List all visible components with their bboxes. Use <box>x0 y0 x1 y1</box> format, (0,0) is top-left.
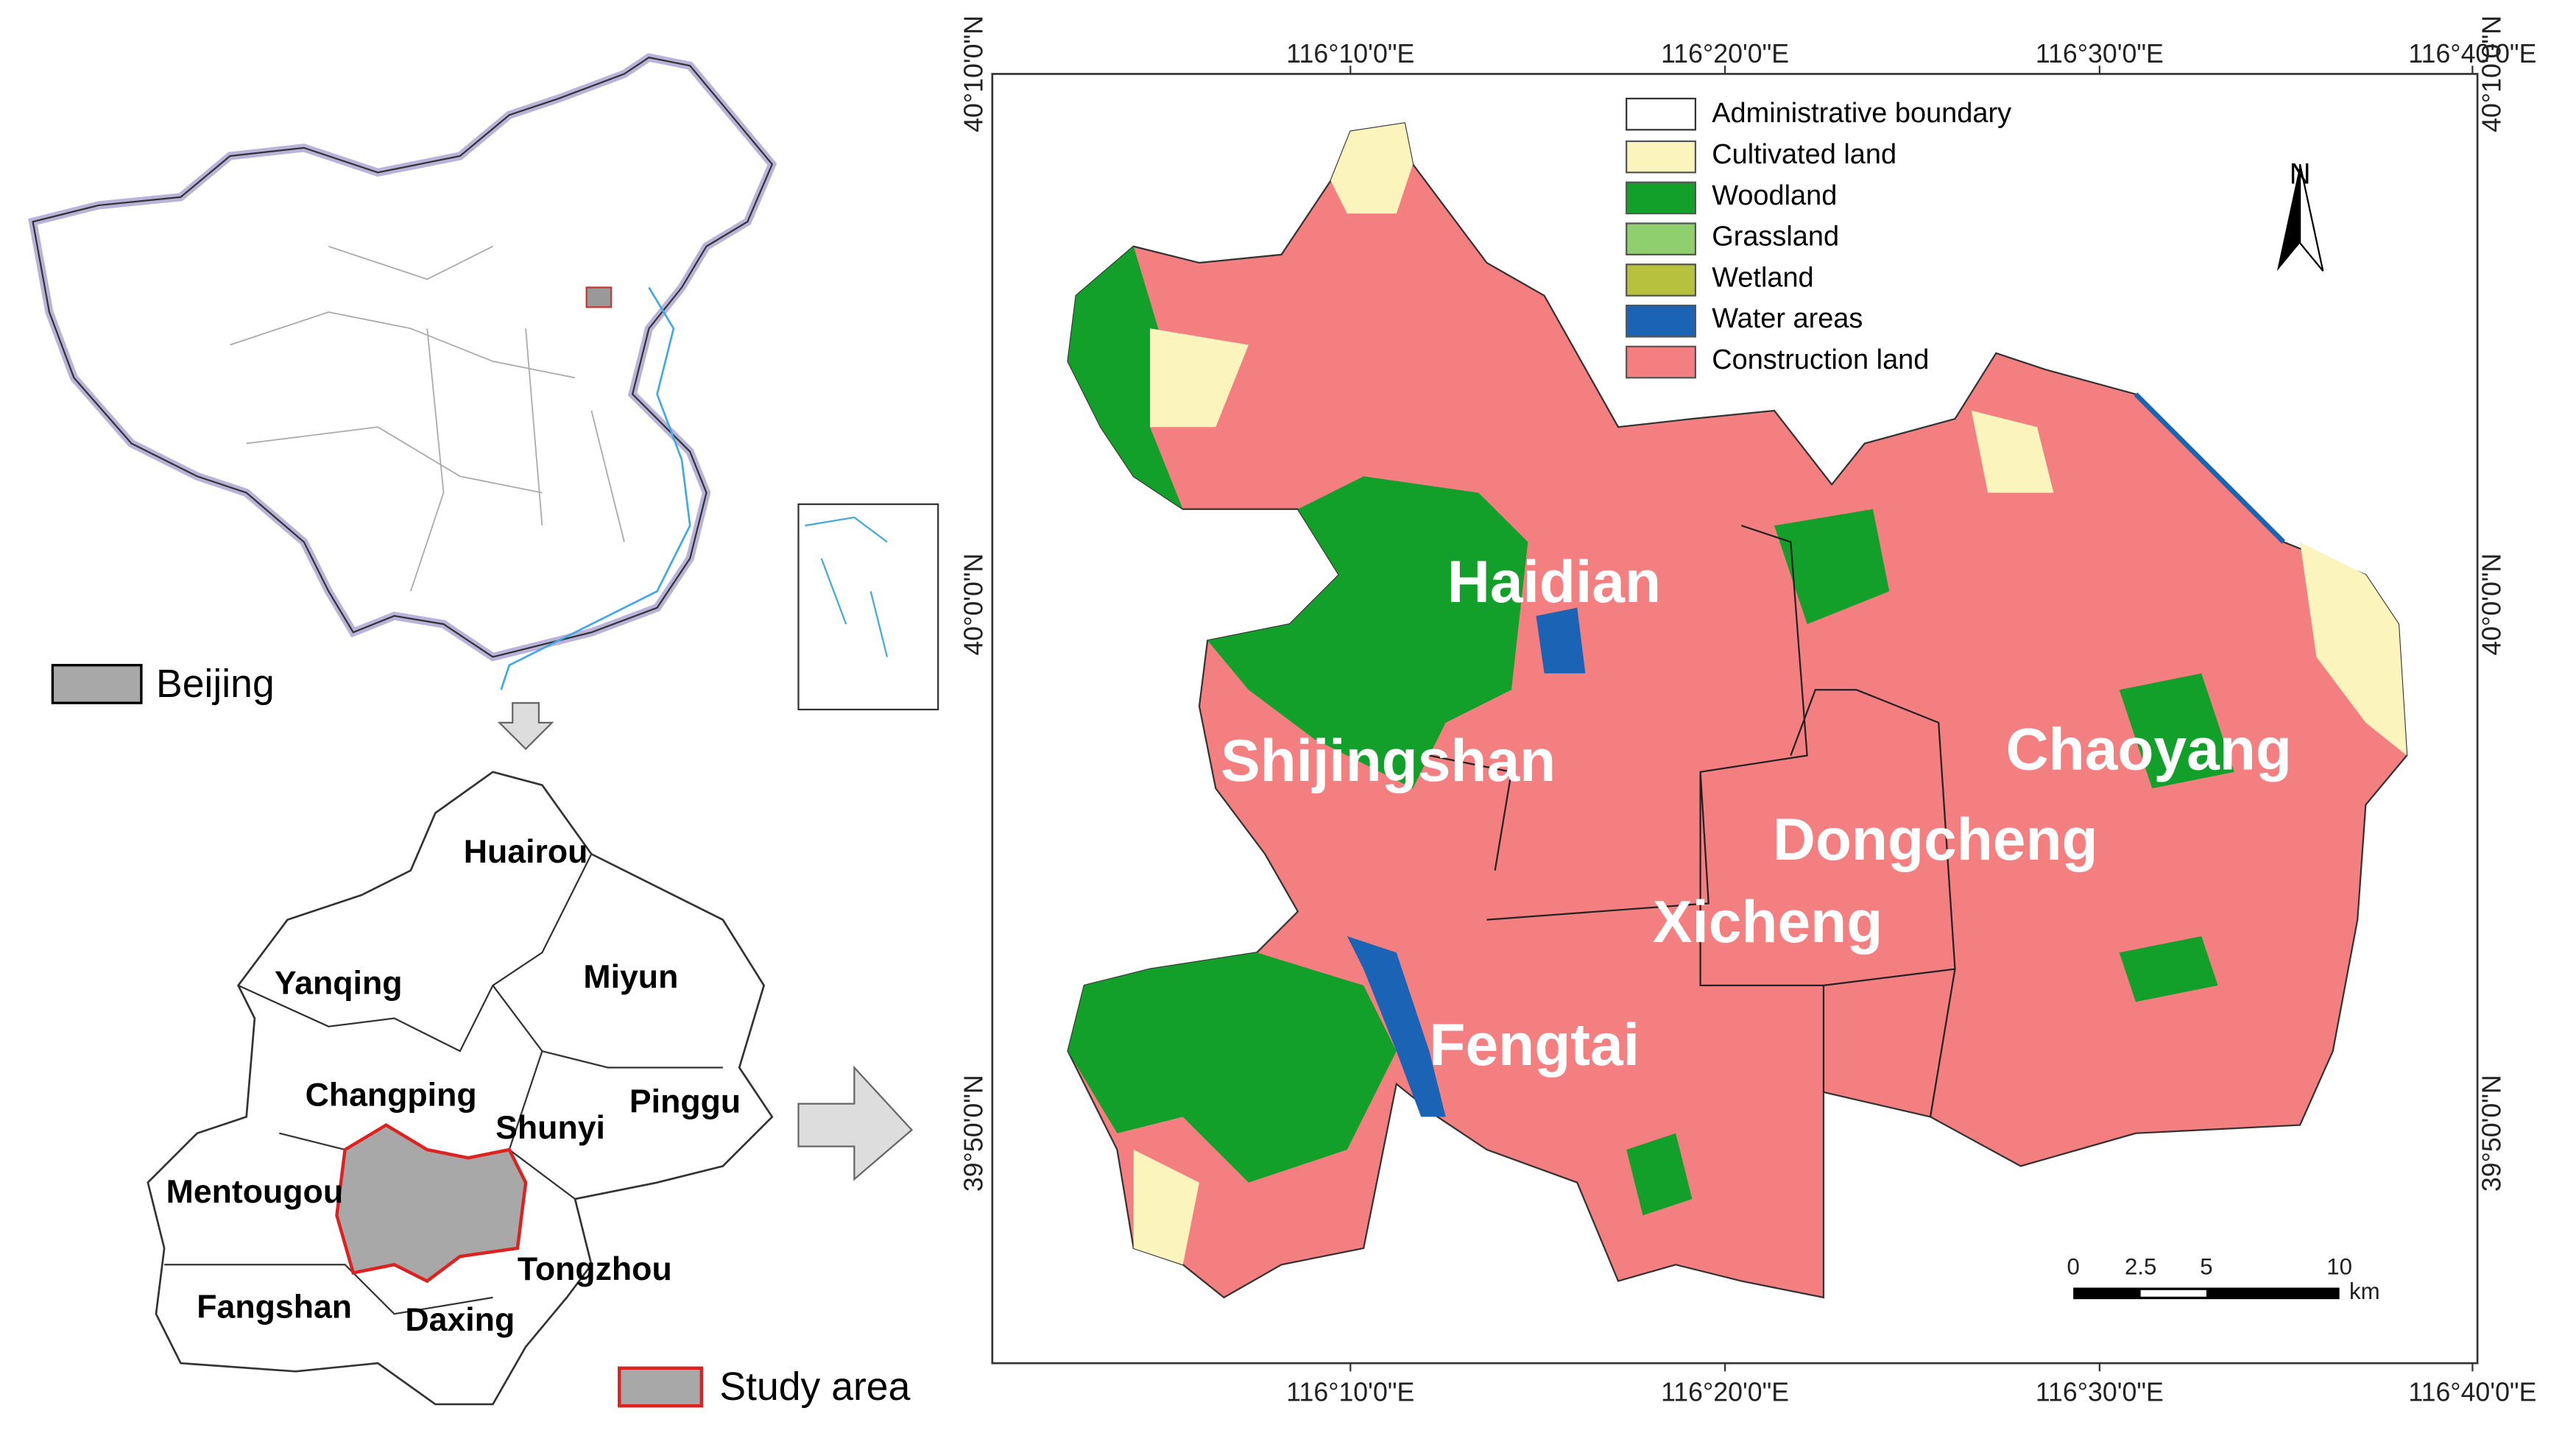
legend-swatch <box>1626 222 1697 256</box>
x-tick-label: 116°10'0"E <box>1286 39 1414 68</box>
x-tick-label: 116°40'0"E <box>2408 1377 2536 1407</box>
x-tick-label: 116°20'0"E <box>1661 1377 1789 1407</box>
legend-label: Construction land <box>1712 344 1929 375</box>
legend-swatch <box>1626 140 1697 174</box>
beijing-map <box>147 771 914 1408</box>
scale-label: 0 <box>2067 1254 2079 1280</box>
x-tick-label: 116°20'0"E <box>1661 39 1789 68</box>
district-label: Huairou <box>464 834 588 870</box>
y-tick-label: 40°10'0"N <box>959 15 988 132</box>
legend-label: Beijing <box>156 662 275 706</box>
main-map <box>991 73 2479 1365</box>
district-label: Changping <box>306 1077 477 1113</box>
china-map <box>28 53 939 751</box>
scale-unit: km <box>2349 1278 2380 1304</box>
district-label: Fangshan <box>197 1289 352 1325</box>
legend-swatch <box>1626 181 1697 215</box>
north-label: N <box>2290 157 2311 190</box>
district-label: Miyun <box>583 959 678 995</box>
y-tick-label: 39°50'0"N <box>2477 1075 2506 1192</box>
legend-swatch <box>1626 345 1697 379</box>
legend-label: Wetland <box>1712 262 1813 293</box>
x-tick-label: 116°30'0"E <box>2036 39 2164 68</box>
district-label: Mentougou <box>166 1174 343 1210</box>
legend-swatch <box>1626 263 1697 297</box>
district-label: Yanqing <box>275 966 403 1002</box>
y-tick-label: 39°50'0"N <box>959 1075 988 1192</box>
x-tick-label: 116°40'0"E <box>2408 39 2536 68</box>
district-label: Tongzhou <box>518 1251 672 1287</box>
legend-label: Water areas <box>1712 303 1863 334</box>
district-label: Haidian <box>1447 549 1661 615</box>
scale-label: 5 <box>2200 1254 2212 1280</box>
district-label: Shunyi <box>495 1110 605 1146</box>
legend-label: Grassland <box>1712 222 1839 252</box>
y-tick-label: 40°0'0"N <box>959 553 988 656</box>
x-tick-label: 116°10'0"E <box>1286 1377 1414 1407</box>
scale-label: 10 <box>2326 1254 2352 1280</box>
scale-label: 2.5 <box>2125 1254 2156 1280</box>
legend-label: Study area <box>719 1365 910 1409</box>
district-label: Chaoyang <box>2006 716 2292 782</box>
y-tick-label: 40°10'0"N <box>2477 15 2506 132</box>
legend-swatch <box>1626 304 1697 338</box>
legend-label: Cultivated land <box>1712 139 1896 170</box>
district-label: Daxing <box>405 1302 515 1338</box>
district-label: Pinggu <box>629 1083 741 1119</box>
district-label: Shijingshan <box>1221 728 1556 794</box>
y-tick-label: 40°0'0"N <box>2477 553 2506 656</box>
x-tick-label: 116°30'0"E <box>2036 1377 2164 1407</box>
district-label: Fengtai <box>1429 1012 1640 1078</box>
district-label: Dongcheng <box>1773 807 2098 873</box>
district-label: Xicheng <box>1653 889 1882 955</box>
legend-label: Administrative boundary <box>1712 98 2011 129</box>
legend-label: Woodland <box>1712 180 1837 211</box>
